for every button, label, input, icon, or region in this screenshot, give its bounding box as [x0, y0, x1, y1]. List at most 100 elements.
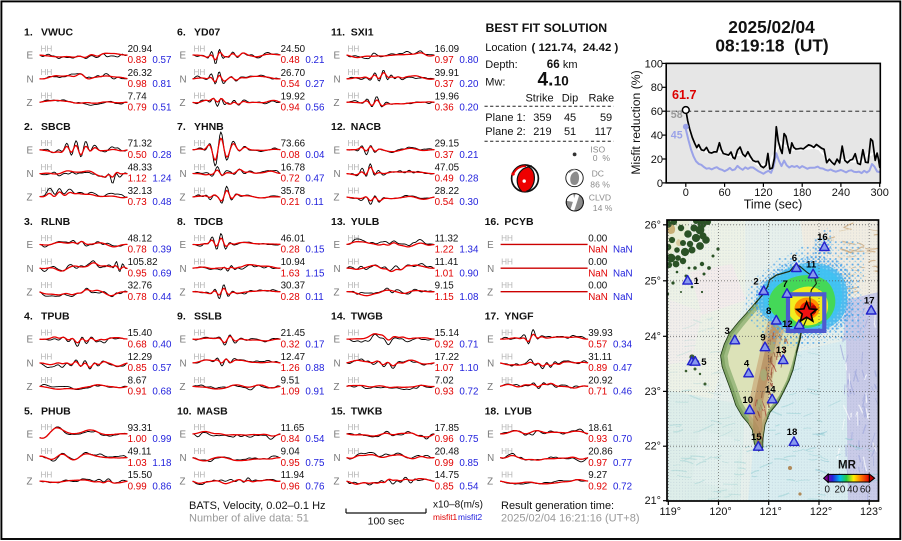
svg-text:0 %: 0 % [593, 153, 611, 163]
svg-text:E: E [27, 240, 34, 251]
svg-text:0.34: 0.34 [613, 339, 633, 350]
svg-text:Z: Z [27, 287, 33, 298]
svg-text:15.50: 15.50 [128, 470, 153, 481]
svg-text:17.: 17. [485, 311, 500, 323]
svg-text:E: E [180, 51, 187, 62]
svg-text:0.80: 0.80 [459, 55, 479, 66]
svg-text:HH: HH [348, 92, 360, 101]
svg-text:N: N [487, 264, 494, 275]
svg-text:0.91: 0.91 [128, 387, 147, 398]
svg-text:SBCB: SBCB [41, 121, 71, 133]
svg-text:1.08: 1.08 [459, 292, 479, 303]
svg-text:1.03: 1.03 [128, 458, 148, 469]
svg-text:HH: HH [348, 68, 360, 77]
svg-text:0.83: 0.83 [128, 55, 148, 66]
svg-text:0.77: 0.77 [613, 458, 632, 469]
svg-text:E: E [180, 335, 187, 346]
svg-text:E: E [334, 429, 341, 440]
svg-text:ISO: ISO [590, 145, 605, 155]
svg-text:HH: HH [501, 352, 513, 361]
svg-text:1.63: 1.63 [281, 268, 301, 279]
svg-text:0.11: 0.11 [305, 292, 323, 303]
svg-text:E: E [334, 145, 341, 156]
svg-text:HH: HH [194, 423, 206, 432]
svg-text:E: E [180, 145, 187, 156]
svg-text:66: 66 [547, 58, 560, 71]
svg-text:0.99: 0.99 [152, 434, 171, 445]
svg-text:Z: Z [334, 477, 340, 488]
svg-text:HH: HH [348, 139, 360, 148]
svg-text:0.15: 0.15 [305, 245, 325, 256]
svg-text:0.81: 0.81 [152, 79, 171, 90]
svg-text:BEST FIT SOLUTION: BEST FIT SOLUTION [486, 21, 608, 35]
svg-text:Z: Z [334, 287, 340, 298]
svg-text:18.61: 18.61 [588, 423, 613, 434]
svg-text:10.: 10. [177, 405, 192, 417]
svg-text:0.94: 0.94 [281, 103, 301, 114]
svg-text:0.47: 0.47 [613, 363, 632, 374]
svg-text:N: N [180, 359, 187, 370]
svg-text:HH: HH [41, 352, 53, 361]
svg-text:VWUC: VWUC [41, 27, 73, 39]
svg-text:0.37: 0.37 [435, 150, 454, 161]
svg-text:HH: HH [501, 258, 513, 267]
svg-text:N: N [27, 453, 34, 464]
svg-text:0.89: 0.89 [588, 363, 607, 374]
svg-text:HH: HH [41, 376, 53, 385]
svg-text:0.28: 0.28 [459, 174, 479, 185]
svg-text:0.49: 0.49 [435, 174, 454, 185]
svg-text:23°: 23° [645, 386, 661, 398]
svg-text:1.22: 1.22 [435, 245, 454, 256]
svg-text:NaN: NaN [588, 292, 608, 303]
svg-text:9.: 9. [177, 311, 186, 323]
svg-text:HH: HH [41, 447, 53, 456]
svg-text:105.82: 105.82 [128, 257, 158, 268]
svg-text:15: 15 [751, 432, 762, 443]
svg-text:4: 4 [744, 358, 750, 369]
svg-text:45: 45 [564, 112, 576, 124]
svg-text:16: 16 [817, 232, 828, 243]
svg-text:9.15: 9.15 [435, 281, 455, 292]
svg-text:0.54: 0.54 [459, 481, 479, 492]
svg-text:NACB: NACB [351, 121, 382, 133]
svg-text:12.29: 12.29 [128, 352, 153, 363]
svg-text:Z: Z [180, 287, 186, 298]
svg-text:51: 51 [564, 126, 576, 138]
svg-text:1.01: 1.01 [435, 268, 454, 279]
svg-text:122°: 122° [810, 506, 832, 518]
svg-text:E: E [27, 51, 34, 62]
svg-text:0: 0 [657, 178, 663, 190]
svg-text:HH: HH [194, 186, 206, 195]
svg-text:0.50: 0.50 [128, 150, 148, 161]
svg-text:HH: HH [41, 163, 53, 172]
svg-text:HH: HH [194, 281, 206, 290]
svg-text:0.69: 0.69 [152, 268, 171, 279]
svg-text:0.11: 0.11 [305, 197, 323, 208]
svg-text:0.57: 0.57 [152, 55, 171, 66]
svg-text:E: E [180, 240, 187, 251]
svg-text:123°: 123° [860, 506, 882, 518]
svg-text:N: N [334, 359, 341, 370]
svg-text:20: 20 [651, 154, 663, 166]
svg-text:HH: HH [41, 139, 53, 148]
svg-text:1.24: 1.24 [152, 174, 172, 185]
svg-text:2025/02/04: 2025/02/04 [728, 17, 815, 37]
svg-text:E: E [334, 51, 341, 62]
svg-text:Rake: Rake [588, 93, 614, 105]
svg-text:0.71: 0.71 [459, 339, 478, 350]
svg-text:Z: Z [27, 98, 33, 109]
svg-text:14.75: 14.75 [435, 470, 460, 481]
svg-text:0.71: 0.71 [588, 387, 607, 398]
svg-text:58: 58 [671, 109, 683, 121]
svg-text:1.15: 1.15 [305, 268, 325, 279]
svg-text:Misfit reduction (%): Misfit reduction (%) [629, 70, 643, 174]
svg-text:HH: HH [348, 352, 360, 361]
svg-text:N: N [27, 74, 34, 85]
svg-text:18: 18 [787, 427, 798, 438]
svg-text:120°: 120° [709, 506, 731, 518]
svg-text:HH: HH [194, 44, 206, 53]
svg-text:HH: HH [348, 281, 360, 290]
svg-text:0.30: 0.30 [459, 197, 479, 208]
svg-text:HH: HH [501, 329, 513, 338]
svg-text:0.57: 0.57 [152, 363, 171, 374]
